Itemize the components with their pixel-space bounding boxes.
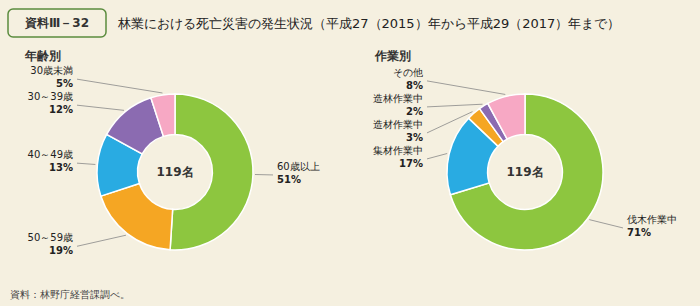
leader-line — [77, 163, 95, 164]
slice-label: 伐木作業中 — [627, 214, 677, 225]
leader-line — [77, 79, 162, 93]
title-label: 資料Ⅲ－32 — [24, 16, 89, 30]
background — [0, 0, 700, 306]
leader-line — [77, 235, 126, 246]
data-label: 5% — [56, 78, 73, 89]
center-label: 119名 — [506, 165, 543, 179]
slice-label: 60歳以上 — [277, 161, 320, 172]
data-label: 8% — [406, 80, 423, 91]
data-label: 2% — [406, 106, 423, 117]
data-label: 3% — [406, 132, 423, 143]
figure: 資料Ⅲ－32 林業における死亡災害の発生状況（平成27（2015）年から平成29（… — [0, 0, 700, 306]
slice-label: 30～39歳 — [28, 91, 73, 102]
data-label: 13% — [49, 162, 73, 173]
leader-line — [255, 174, 273, 175]
slice-label: 造林作業中 — [373, 93, 423, 104]
data-label: 17% — [399, 158, 423, 169]
slice-label: その他 — [393, 67, 423, 78]
slice-label: 造材作業中 — [373, 119, 423, 130]
slice — [488, 94, 525, 139]
title-label-box — [8, 9, 106, 37]
slice — [151, 94, 175, 136]
slice — [101, 184, 173, 250]
slice-label: 集材作業中 — [373, 145, 423, 156]
donut-chart: 作業別 119名伐木作業中 71% その他 8% 造林作業中 2% 造材作業中 3% 集材作業中 1… — [373, 49, 677, 250]
data-label: 71% — [627, 227, 651, 238]
data-label: 19% — [49, 245, 73, 256]
title: 林業における死亡災害の発生状況（平成27（2015）年から平成29（2017）年… — [117, 16, 620, 31]
leader-line — [427, 81, 505, 95]
data-label: 51% — [277, 174, 301, 185]
leader-line — [77, 105, 124, 110]
data-label: 12% — [49, 104, 73, 115]
leader-line — [427, 112, 473, 133]
slice-label: 50～59歳 — [28, 232, 73, 243]
leader-line — [427, 104, 483, 107]
leader-line — [427, 154, 447, 159]
center-label: 119名 — [156, 165, 193, 179]
leader-line — [589, 220, 623, 228]
slice-label: 40～49歳 — [28, 149, 73, 160]
slice-label: 30歳未満 — [30, 65, 73, 76]
chart-title: 作業別 — [374, 49, 411, 63]
source-note: 資料：林野庁経営課調べ。 — [10, 289, 130, 300]
chart-title: 年齢別 — [24, 49, 61, 63]
donut-chart: 年齢別 119名 60歳以上 51% 30歳未満 5% 30～39歳 12% 40～49歳 13%… — [24, 49, 320, 256]
